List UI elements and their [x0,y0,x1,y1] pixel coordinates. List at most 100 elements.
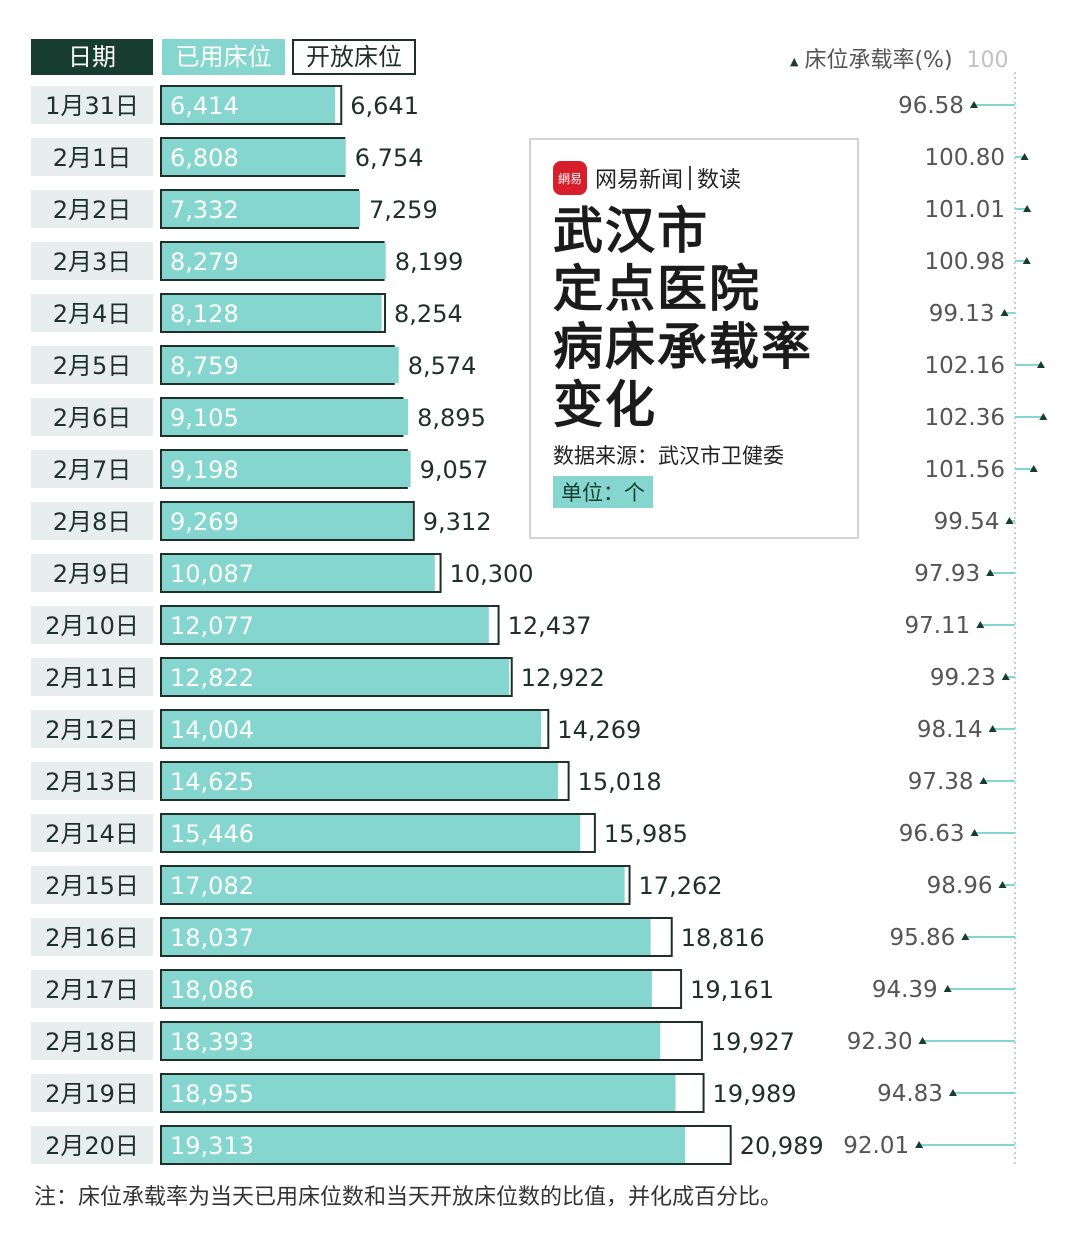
date-label: 1月31日 [45,92,139,120]
open-beds-label: 18,816 [681,924,765,952]
date-cell [31,866,153,904]
open-beds-label: 12,922 [521,664,605,692]
chart-title: 武汉市 定点医院 病床承载率 变化 [553,202,837,434]
used-beds-bar [162,711,542,747]
rate-marker [1039,413,1048,420]
date-label: 2月16日 [45,924,139,952]
used-beds-label: 14,004 [170,716,254,744]
rate-marker [979,777,988,784]
rate-label: 97.93 [914,561,980,587]
brand: 網易 网易新闻 数读 [553,158,837,198]
used-beds-label: 17,082 [170,872,254,900]
date-label: 2月15日 [45,872,139,900]
used-beds-label: 15,446 [170,820,254,848]
date-cell [31,1126,153,1164]
rate-label: 92.01 [843,1133,909,1159]
date-label: 2月2日 [53,196,132,224]
legend-open-beds: 开放床位 [292,39,416,75]
date-cell [31,346,153,384]
date-cell [31,658,153,696]
rate-marker [948,1089,957,1096]
date-cell [31,814,153,852]
open-beds-label: 19,927 [711,1028,795,1056]
brand-column: 数读 [697,168,742,193]
legend-rate: ▲ 床位承载率(%) 100 [790,42,1009,74]
date-label: 2月8日 [53,508,132,536]
rate-label: 101.56 [925,457,1005,483]
used-beds-label: 14,625 [170,768,254,796]
triangle-icon: ▲ [790,54,799,68]
rate-marker [918,1037,927,1044]
used-beds-label: 18,037 [170,924,254,952]
title-line: 病床承载率 [553,318,813,376]
used-beds-label: 19,313 [170,1132,254,1160]
date-label: 2月19日 [45,1080,139,1108]
date-cell [31,86,153,124]
rate-label: 97.11 [904,613,970,639]
rate-marker [969,101,978,108]
open-beds-label: 20,989 [740,1132,824,1160]
used-beds-label: 6,808 [170,144,239,172]
used-beds-label: 18,393 [170,1028,254,1056]
open-beds-label: 6,754 [355,144,424,172]
used-beds-label: 12,822 [170,664,254,692]
data-source: 数据来源：武汉市卫健委 [553,444,784,468]
rate-label: 99.54 [934,509,1000,535]
unit-label: 单位：个 [553,476,653,508]
used-beds-bar [162,1023,661,1059]
date-cell [31,1074,153,1112]
date-cell [31,502,153,540]
used-beds-bar [162,919,651,955]
used-beds-bar [162,607,489,643]
used-beds-bar [162,1127,686,1163]
brand-name: 网易新闻 [595,168,684,193]
date-label: 2月13日 [45,768,139,796]
used-beds-label: 8,128 [170,300,239,328]
date-cell [31,398,153,436]
open-beds-label: 8,895 [417,404,486,432]
rate-label: 92.30 [847,1029,913,1055]
rate-label: 96.63 [899,821,965,847]
rate-label: 100.80 [925,145,1005,171]
rate-marker [988,725,997,732]
title-line: 武汉市 [553,202,709,260]
legend-date: 日期 [31,39,153,75]
open-beds-label: 12,437 [508,612,592,640]
rate-marker [970,829,979,836]
date-cell [31,190,153,228]
rate-marker [1036,361,1045,368]
rate-marker [1000,309,1009,316]
open-beds-label: 8,254 [394,300,463,328]
rate-label: 95.86 [889,925,955,951]
rate-reference-label: 100 [966,48,1009,73]
rate-marker [1020,153,1029,160]
rate-label: 98.96 [927,873,993,899]
rate-marker [998,881,1007,888]
open-beds-label: 7,259 [369,196,438,224]
date-label: 2月20日 [45,1132,139,1160]
rate-marker [1022,257,1031,264]
legend-used-beds: 已用床位 [162,39,285,75]
rate-marker [1005,517,1014,524]
date-label: 2月7日 [53,456,132,484]
used-beds-bar [162,763,558,799]
date-label: 2月6日 [53,404,132,432]
rate-label: 99.23 [930,665,996,691]
date-label: 2月1日 [53,144,132,172]
date-cell [31,1022,153,1060]
rate-marker [986,569,995,576]
legend-rate-label: 床位承载率(%) [804,48,953,73]
used-beds-label: 10,087 [170,560,254,588]
rate-label: 94.83 [877,1081,943,1107]
date-cell [31,970,153,1008]
rate-label: 102.36 [925,405,1005,431]
used-beds-bar [162,295,382,331]
date-label: 2月18日 [45,1028,139,1056]
rate-label: 100.98 [925,249,1005,275]
open-beds-label: 15,985 [604,820,688,848]
date-cell [31,606,153,644]
date-label: 2月12日 [45,716,139,744]
used-beds-bar [162,1075,676,1111]
brand-divider [689,166,692,190]
date-cell [31,294,153,332]
